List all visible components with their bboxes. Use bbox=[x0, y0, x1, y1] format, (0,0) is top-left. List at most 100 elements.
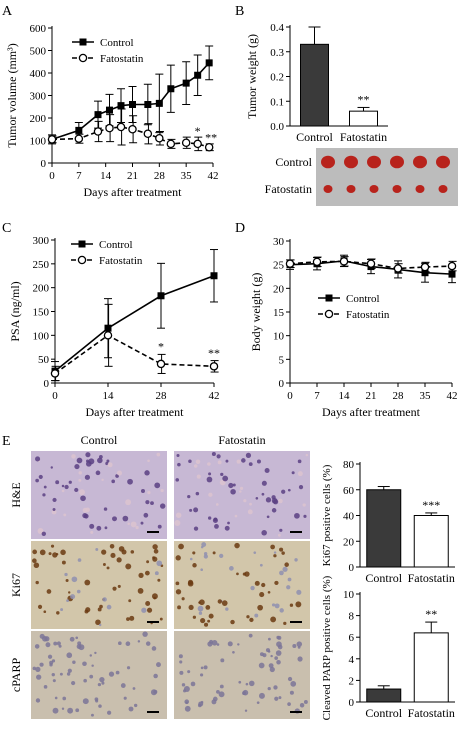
nucleus bbox=[267, 686, 271, 691]
y-tick-label: 150 bbox=[33, 307, 50, 319]
nucleus bbox=[132, 687, 136, 690]
nucleus bbox=[216, 643, 220, 646]
nucleus bbox=[237, 643, 240, 646]
nucleus bbox=[261, 492, 265, 496]
y-axis-title: Ki67 positive cells (%) bbox=[321, 464, 333, 566]
y-tick-label: 2 bbox=[349, 675, 355, 687]
tumor-fatostatin bbox=[369, 184, 379, 194]
nucleus bbox=[203, 552, 208, 556]
nucleus bbox=[156, 662, 161, 668]
control-point bbox=[167, 85, 175, 93]
fatostatin-point bbox=[312, 257, 322, 267]
nucleus bbox=[220, 658, 225, 663]
y-tick-label: 20 bbox=[273, 283, 285, 295]
nucleus bbox=[239, 490, 242, 493]
nucleus bbox=[281, 489, 286, 494]
nucleus bbox=[275, 650, 282, 656]
control-point bbox=[129, 101, 136, 108]
nucleus bbox=[90, 713, 94, 717]
nucleus bbox=[109, 543, 115, 549]
y-tick-label: 8 bbox=[349, 611, 355, 623]
nucleus bbox=[128, 599, 132, 603]
nucleus bbox=[189, 557, 193, 561]
nucleus bbox=[35, 666, 41, 672]
fatostatin-point bbox=[209, 362, 219, 371]
tumor-fatostatin bbox=[392, 184, 402, 194]
nucleus bbox=[32, 558, 37, 564]
fatostatin-point bbox=[204, 142, 214, 152]
fatostatin-point bbox=[156, 359, 166, 369]
nucleus bbox=[225, 459, 229, 463]
control-point bbox=[210, 272, 218, 280]
legend-control-label: Control bbox=[100, 37, 134, 49]
significance-label: *** bbox=[422, 498, 440, 512]
nucleus bbox=[76, 457, 83, 464]
fatostatin-point bbox=[103, 331, 113, 340]
nucleus bbox=[259, 652, 264, 657]
significance-label: ** bbox=[425, 607, 437, 621]
y-tick-label: 0 bbox=[279, 378, 285, 390]
nucleus bbox=[269, 666, 275, 673]
nucleus bbox=[75, 636, 79, 640]
nucleus bbox=[153, 673, 158, 679]
nucleus bbox=[234, 542, 240, 549]
nucleus bbox=[177, 605, 182, 610]
y-tick-label: 400 bbox=[30, 68, 47, 80]
y-tick-label: 25 bbox=[273, 260, 285, 272]
fatostatin-point bbox=[366, 259, 376, 268]
x-tick-label: 35 bbox=[420, 390, 432, 402]
x-tick-label: 28 bbox=[156, 390, 168, 402]
nucleus bbox=[289, 603, 294, 607]
nucleus bbox=[76, 644, 82, 649]
y-tick-label: 6 bbox=[349, 632, 355, 644]
nucleus bbox=[190, 681, 196, 687]
nucleus bbox=[98, 704, 102, 708]
fatostatin-series-line bbox=[54, 334, 215, 375]
y-tick-label: 0 bbox=[44, 378, 50, 390]
nucleus bbox=[104, 526, 108, 530]
nucleus bbox=[98, 454, 103, 459]
panel-letter-a: A bbox=[2, 4, 13, 19]
nucleus bbox=[62, 696, 67, 701]
nucleus bbox=[179, 670, 184, 675]
nucleus bbox=[85, 452, 91, 458]
nucleus bbox=[78, 471, 82, 475]
y-tick-label: 0 bbox=[349, 697, 355, 709]
nucleus bbox=[61, 484, 65, 488]
nucleus bbox=[208, 516, 212, 520]
nucleus bbox=[270, 654, 273, 658]
nucleus bbox=[74, 464, 80, 470]
y-tick-label: 60 bbox=[343, 485, 355, 497]
nucleus bbox=[154, 482, 161, 489]
nucleus bbox=[296, 589, 302, 595]
significance-label: ** bbox=[358, 92, 370, 106]
nucleus bbox=[232, 483, 236, 487]
nucleus bbox=[94, 651, 97, 655]
x-tick-label: 28 bbox=[154, 170, 166, 182]
nucleus bbox=[203, 554, 208, 559]
nucleus bbox=[140, 521, 144, 525]
nucleus bbox=[45, 642, 51, 648]
nucleus bbox=[61, 489, 65, 493]
nucleus bbox=[107, 710, 112, 715]
nucleus bbox=[198, 611, 203, 615]
nucleus bbox=[248, 462, 253, 467]
nucleus bbox=[229, 566, 234, 571]
bar-control bbox=[300, 43, 329, 127]
nucleus bbox=[89, 523, 95, 529]
nucleus bbox=[198, 701, 204, 707]
nucleus bbox=[43, 485, 47, 489]
nucleus bbox=[295, 601, 302, 608]
nucleus bbox=[43, 610, 47, 614]
nucleus bbox=[35, 456, 41, 462]
nucleus bbox=[278, 696, 282, 700]
legend-control-marker bbox=[79, 38, 87, 46]
nucleus bbox=[276, 635, 280, 640]
nucleus bbox=[274, 580, 279, 586]
nucleus bbox=[35, 698, 41, 703]
fatostatin-point bbox=[50, 369, 60, 378]
category-label-control: Control bbox=[365, 571, 402, 585]
nucleus bbox=[199, 673, 204, 677]
nucleus bbox=[76, 589, 81, 594]
